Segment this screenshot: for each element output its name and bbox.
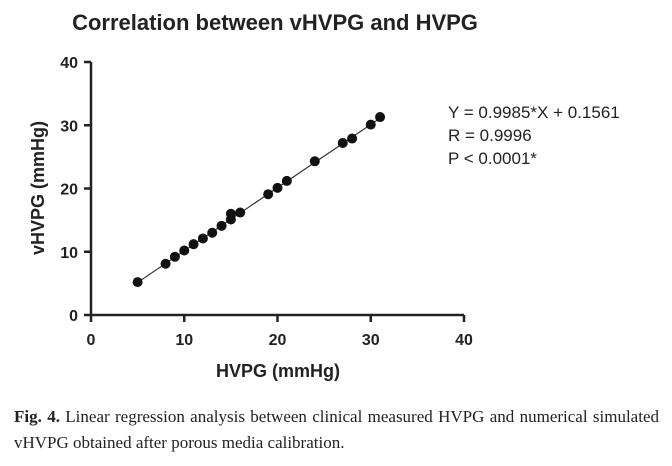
divider [0,388,672,389]
chart-title: Correlation between vHVPG and HVPG [72,10,478,35]
data-point [281,175,292,186]
x-tick-label: 20 [269,332,287,349]
data-point [207,227,218,238]
x-axis-label: HVPG (mmHg) [216,361,340,381]
data-point [263,189,274,200]
data-point [309,156,320,167]
y-tick-label: 40 [60,55,78,72]
data-point [235,207,246,218]
y-tick-label: 20 [60,182,78,199]
data-point [225,208,236,219]
data-point [132,277,143,288]
figure-panel: Correlation between vHVPG and HVPG 0 10 20… [28,10,620,381]
y-tick-label: 30 [60,118,78,135]
data-point [169,251,180,262]
y-axis-label: vHVPG (mmHg) [28,121,48,255]
regression-stats: Y = 0.9985*X + 0.1561 R = 0.9996 P < 0.000… [448,103,620,168]
x-tick-label: 10 [175,332,193,349]
data-point [179,245,190,256]
y-tick-label: 10 [60,245,78,262]
data-point [375,112,386,123]
axes: 0 10 20 30 40 0 10 20 30 40 [60,55,473,349]
x-tick-label: 40 [455,332,473,349]
data-point [188,239,199,250]
data-point [272,182,283,193]
x-tick-label: 30 [362,332,380,349]
regression-annotation: Y = 0.9985*X + 0.1561 [448,103,620,122]
regression-annotation: R = 0.9996 [448,126,532,145]
data-point [347,133,358,144]
data-point [160,258,171,269]
data-point [216,220,227,231]
regression-annotation: P < 0.0001* [448,149,537,168]
x-tick-label: 0 [87,332,96,349]
scatter-points [132,112,386,288]
data-point [337,137,348,148]
caption-text: Linear regression analysis between clini… [14,407,659,452]
figure-caption: Fig. 4. Linear regression analysis betwe… [14,404,659,456]
data-point [197,233,208,244]
chart: Correlation between vHVPG and HVPG 0 10 20… [28,10,620,381]
y-tick-label: 0 [69,308,78,325]
caption-label: Fig. 4. [14,407,60,426]
data-point [365,119,376,130]
